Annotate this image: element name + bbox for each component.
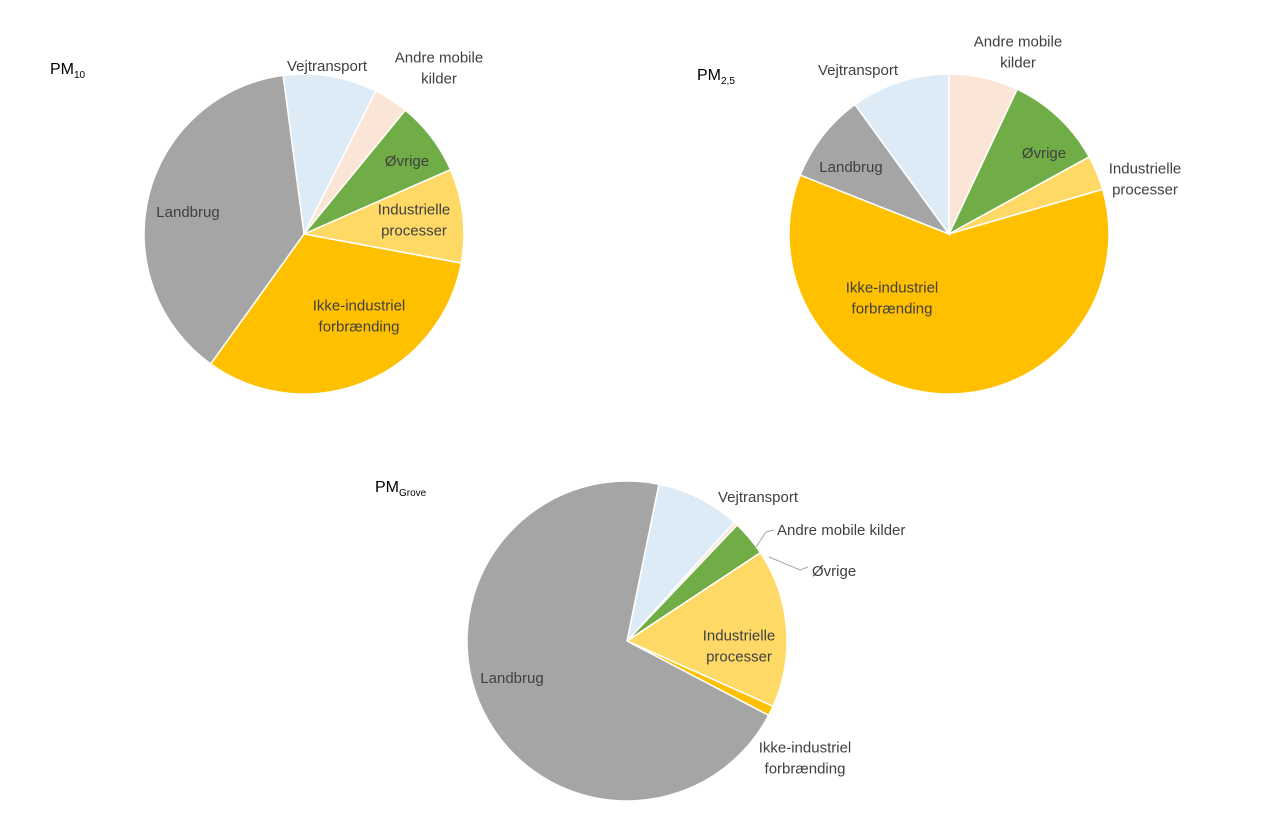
slice-label-landbrug: Landbrug (819, 159, 882, 176)
slice-label-landbrug: Landbrug (156, 204, 219, 221)
pie-slice-landbrug (466, 480, 770, 802)
slice-label-ikke-industriel-forbraending: Ikke-industriel forbrænding (846, 280, 939, 318)
pie-chart-pm-2-5: PM2,5 Andre mobile kilder Øvrige Industriell… (697, 34, 1181, 395)
pie-slice-industrielle-processer (625, 551, 788, 708)
slice-label-andre-mobile-kilder: Andre mobile kilder (395, 50, 483, 88)
slice-label-ikke-industriel-forbraending: Ikke-industriel forbrænding (759, 740, 852, 778)
pie-slice-vejtransport (625, 483, 736, 644)
slice-label-industrielle-processer: Industrielle processer (703, 628, 776, 666)
pie-slice-landbrug (799, 103, 952, 236)
slice-label-andre-mobile-kilder: Andre mobile kilder (974, 34, 1062, 72)
slice-label-vejtransport: Vejtransport (818, 62, 899, 79)
slice-label-industrielle-processer: Industrielle processer (378, 202, 451, 240)
slice-label-landbrug: Landbrug (480, 670, 543, 687)
leader-line-andre-mobile-kilder (755, 529, 775, 548)
slice-label-vejtransport: Vejtransport (287, 58, 368, 75)
slice-label-andre-mobile-kilder: Andre mobile kilder (777, 522, 905, 539)
slice-label-ikke-industriel-forbraending: Ikke-industriel forbrænding (313, 298, 406, 336)
slice-label-industrielle-processer: Industrielle processer (1109, 161, 1182, 199)
chart-title: PMGrove (375, 479, 427, 499)
slice-label-vejtransport: Vejtransport (718, 489, 799, 506)
pie-slice-vejtransport (282, 73, 377, 237)
pie-chart-pm-10: PM10 Vejtransport Andre mobile kilder Øvrige… (50, 50, 483, 395)
pie-slice-ovrige (947, 88, 1091, 236)
chart-title: PM2,5 (697, 67, 735, 87)
pie-chart-pm-grove: PMGrove Vejtransport Andre mobile kilder Øv… (375, 479, 905, 802)
pie-slice-ikke-industriel-forbraending (788, 174, 1110, 395)
pie-slice-industrielle-processer (301, 168, 465, 265)
slice-label-ovrige: Øvrige (812, 563, 856, 580)
pie-slice-ikke-industriel-forbraending (209, 233, 463, 395)
pie-slice-landbrug (143, 74, 305, 365)
leader-line-ovrige (768, 556, 809, 571)
slice-label-ovrige: Øvrige (385, 153, 429, 170)
slice-label-ovrige: Øvrige (1022, 145, 1066, 162)
pie-slice-vejtransport (853, 73, 950, 237)
chart-title: PM10 (50, 61, 86, 81)
